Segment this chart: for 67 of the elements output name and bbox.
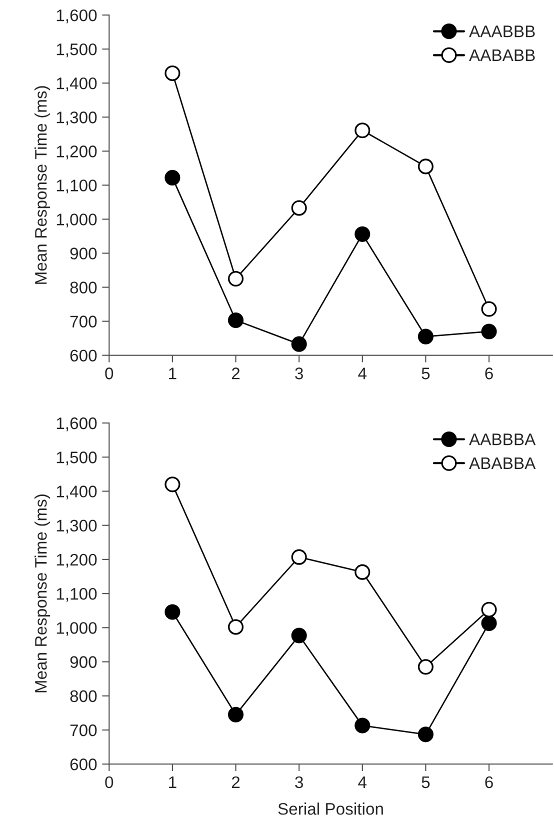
y-tick-label: 900 xyxy=(70,656,97,668)
point xyxy=(481,602,497,618)
point xyxy=(291,628,307,644)
y-tick-label: 1,300 xyxy=(56,112,97,126)
y-tick-label: 800 xyxy=(70,282,97,294)
x-axis-title: Serial Position xyxy=(278,802,383,815)
y-tick-label: 800 xyxy=(70,690,97,702)
y-tick-label: 1,200 xyxy=(56,554,97,568)
point xyxy=(354,122,370,138)
point xyxy=(481,615,497,632)
legend-label: AAABBB xyxy=(469,26,535,38)
point xyxy=(291,200,307,216)
y-tick-label: 1,600 xyxy=(56,417,97,432)
y-tick-label: 1,400 xyxy=(56,78,97,92)
x-tick-label: 6 xyxy=(485,368,493,380)
point xyxy=(228,312,244,328)
y-tick-label: 1,100 xyxy=(56,180,97,194)
point xyxy=(164,170,180,186)
x-tick-label: 5 xyxy=(422,776,430,788)
y-tick-label: 1,500 xyxy=(56,43,97,58)
point xyxy=(291,336,307,352)
y-tick-label: 1,200 xyxy=(56,146,97,160)
x-tick-label: 3 xyxy=(295,368,303,380)
x-tick-label: 6 xyxy=(485,776,493,788)
y-tick-label: 1,000 xyxy=(56,214,97,228)
x-tick-label: 1 xyxy=(169,776,176,788)
x-tick-label: 3 xyxy=(295,776,303,788)
y-tick-label: 1,300 xyxy=(56,520,97,534)
point xyxy=(418,328,434,344)
x-tick-label: 0 xyxy=(105,776,114,788)
y-tick-label: 700 xyxy=(70,724,97,736)
point xyxy=(354,564,370,580)
x-tick-label: 4 xyxy=(358,776,367,788)
point xyxy=(228,270,244,287)
x-tick-label: 2 xyxy=(232,368,240,380)
point xyxy=(164,65,180,82)
y-tick-label: 600 xyxy=(70,350,97,362)
point xyxy=(354,226,370,242)
point xyxy=(418,726,434,742)
y-tick-label: 700 xyxy=(70,316,97,328)
point xyxy=(164,476,180,492)
point xyxy=(291,549,307,565)
x-tick-label: 5 xyxy=(422,368,430,380)
legend-label: ABABBA xyxy=(469,458,536,469)
y-tick-label: 1,000 xyxy=(56,622,97,636)
y-tick-label: 1,100 xyxy=(56,588,97,602)
x-tick-label: 2 xyxy=(232,776,240,788)
point xyxy=(418,659,434,675)
point xyxy=(354,718,370,734)
x-tick-label: 0 xyxy=(105,368,114,380)
point xyxy=(164,604,180,620)
y-tick-label: 600 xyxy=(70,758,97,770)
y-axis-title: Mean Response Time (ms) xyxy=(34,494,50,692)
x-tick-label: 4 xyxy=(358,368,367,380)
y-tick-label: 1,400 xyxy=(56,486,97,500)
y-tick-label: 1,600 xyxy=(56,9,97,24)
y-tick-label: 900 xyxy=(70,248,97,260)
y-tick-label: 1,500 xyxy=(56,452,97,466)
point xyxy=(228,619,244,635)
point xyxy=(418,158,434,174)
y-axis-title: Mean Response Time (ms) xyxy=(34,86,50,284)
x-tick-label: 1 xyxy=(169,368,176,380)
legend-label: AABBBA xyxy=(469,434,536,446)
point xyxy=(481,324,497,340)
point xyxy=(481,301,497,317)
legend-label: AABABB xyxy=(469,50,535,61)
point xyxy=(228,706,244,722)
